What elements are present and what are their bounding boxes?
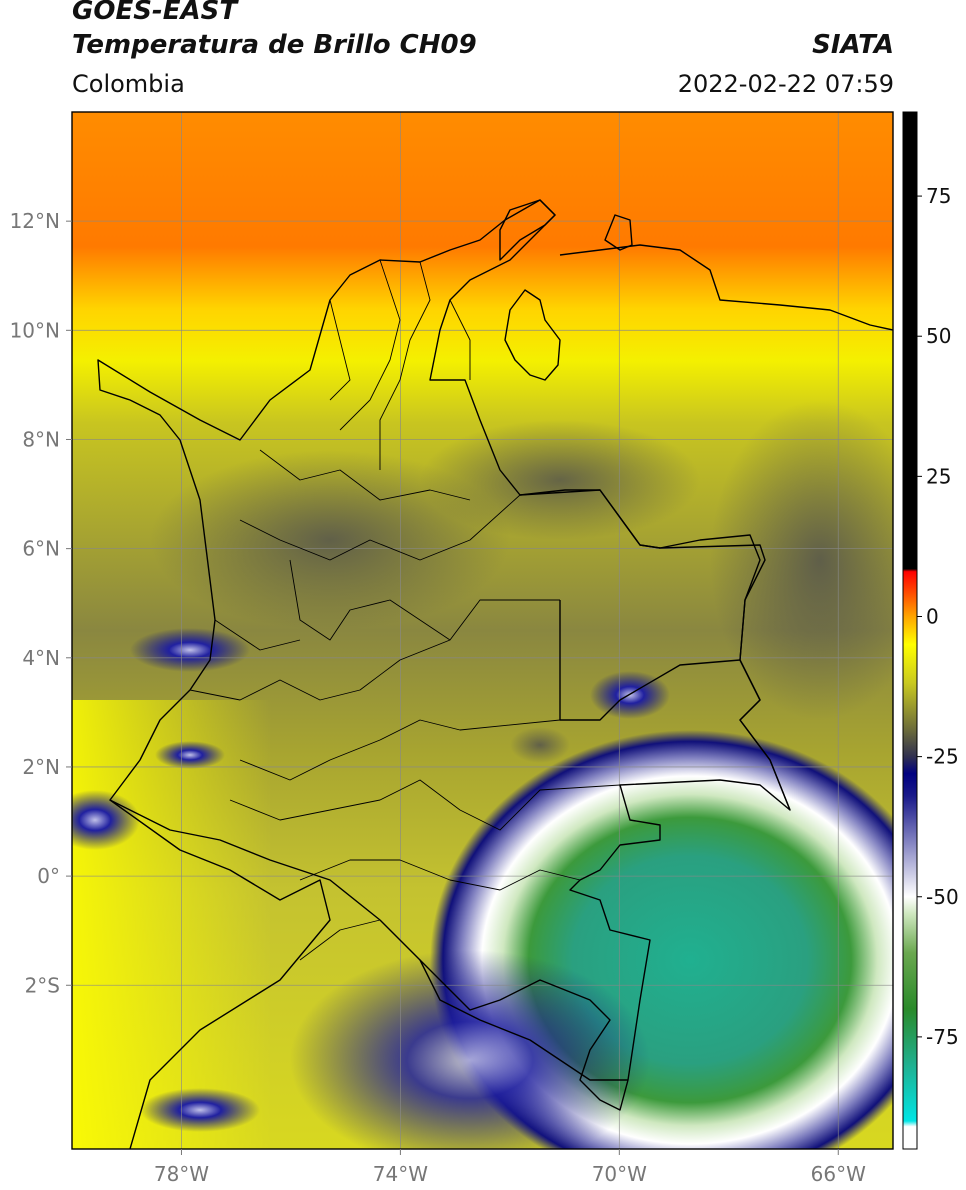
lat-tick-label: 2°S [25,973,60,997]
longitude-axis: 78°W 74°W 70°W 66°W [154,1149,866,1186]
lon-tick-label: 78°W [154,1162,209,1186]
venezuela-border [519,489,791,811]
colorbar-tick-label: 75 [926,184,951,208]
region-subtitle: Colombia [72,70,185,98]
internal-divisions [189,259,621,961]
colorbar-axis: 75 50 25 0 -25 -50 -75 [917,184,959,1049]
brand-label: SIATA [812,30,894,60]
lat-tick-label: 8°N [22,427,60,451]
lat-tick-label: 6°N [22,537,60,561]
datetime-stamp: 2022-02-22 07:59 [677,70,894,98]
paraguana [604,214,633,251]
colorbar-tick-label: 50 [926,324,951,348]
lon-tick-label: 70°W [592,1162,647,1186]
latitude-axis: 12°N 10°N 8°N 6°N 4°N 2°N 0° 2°S [10,209,72,997]
colorbar [902,111,918,1150]
lat-tick-label: 4°N [22,646,60,670]
guajira-peninsula [499,199,556,261]
lon-tick-label: 74°W [373,1162,428,1186]
venezuela-coast [559,244,893,331]
lat-tick-label: 12°N [10,209,60,233]
colorbar-tick-label: 0 [926,604,939,628]
lat-tick-label: 10°N [10,318,60,342]
political-boundaries [97,199,893,1149]
product-title: Temperatura de Brillo CH09 [72,30,477,60]
colorbar-tick-label: -25 [926,745,959,769]
map-frame [71,111,894,1150]
lat-tick-label: 0° [37,864,60,888]
colorbar-tick-label: -50 [926,885,959,909]
lon-tick-label: 66°W [811,1162,866,1186]
peru-ecuador-border [109,799,331,1149]
colorbar-tick-label: 25 [926,464,951,488]
lake-maracaibo [504,289,561,381]
south-boundary [419,959,628,1081]
graticule [72,112,893,1149]
lat-tick-label: 2°N [22,755,60,779]
brightness-temperature-field [72,112,893,1149]
satellite-title: GOES-EAST [72,0,238,26]
brazil-border [559,600,741,721]
colorbar-tick-label: -75 [926,1025,959,1049]
